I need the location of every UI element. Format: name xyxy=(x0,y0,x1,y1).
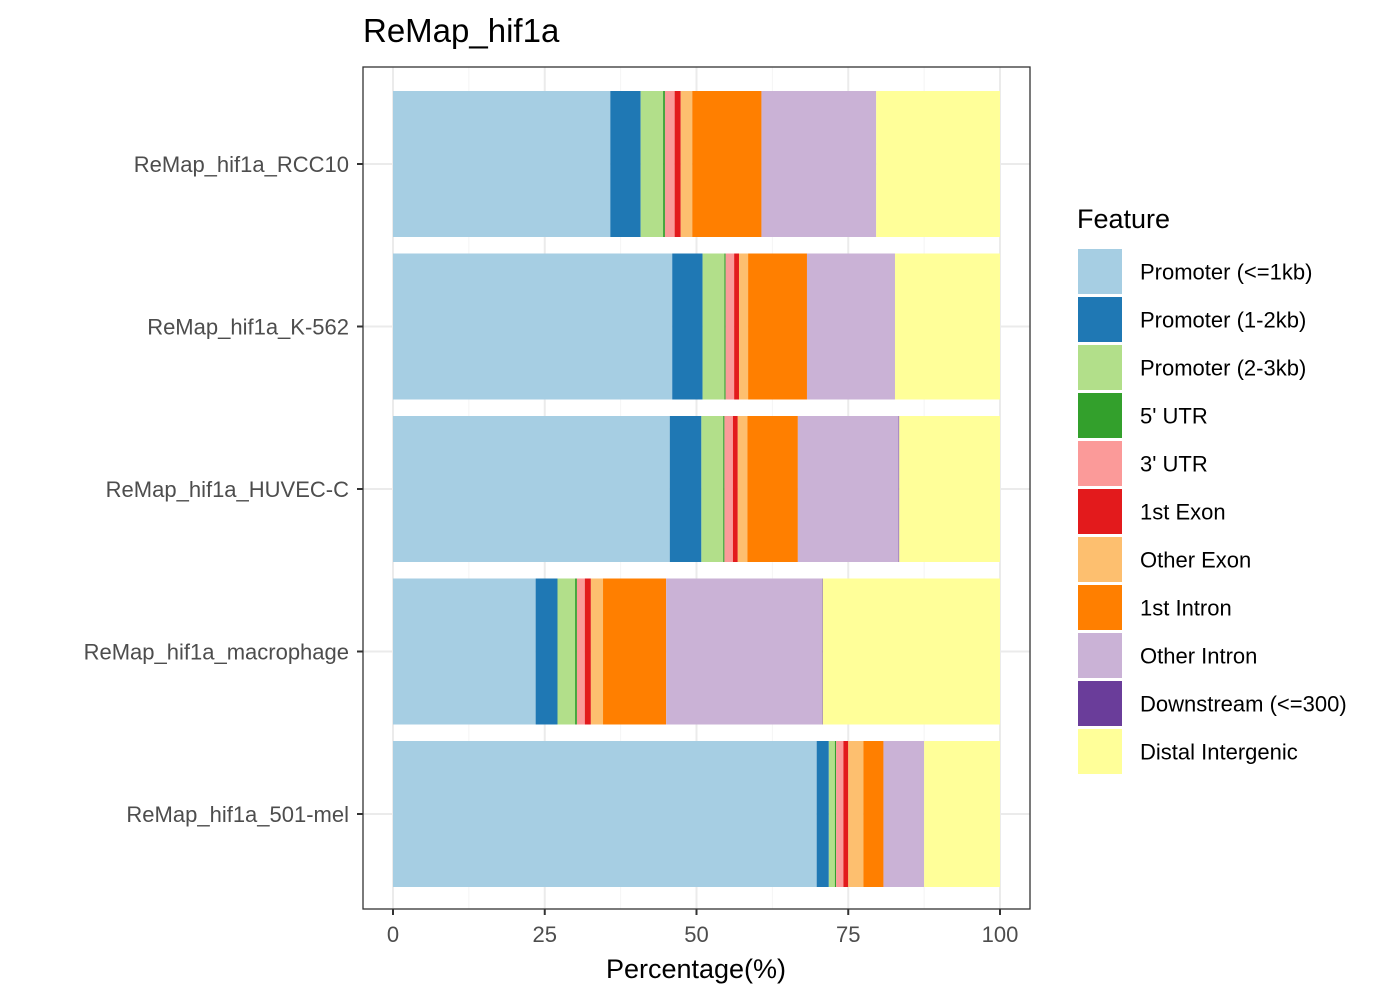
bar-segment xyxy=(723,416,725,562)
x-tick-label: 50 xyxy=(684,922,708,947)
bar-segment xyxy=(747,416,798,562)
bar-segment xyxy=(557,578,576,725)
y-tick-label: ReMap_hif1a_HUVEC-C xyxy=(106,477,349,502)
bar-segment xyxy=(393,741,817,887)
bar-segment xyxy=(692,91,762,237)
bar-segment xyxy=(843,741,849,887)
bar-segment xyxy=(876,91,1000,237)
bar-segment xyxy=(669,416,702,562)
bar-segment xyxy=(761,91,877,237)
bar-segment xyxy=(797,416,899,562)
bar-segment xyxy=(603,578,667,725)
bar-segment xyxy=(828,741,835,887)
legend-label: 1st Exon xyxy=(1140,500,1226,525)
legend-label: Promoter (2-3kb) xyxy=(1140,356,1306,381)
legend-key xyxy=(1078,393,1122,438)
bar-segment xyxy=(393,253,673,400)
bar-segment xyxy=(898,416,900,562)
bar-segment xyxy=(883,741,925,887)
legend-key xyxy=(1078,729,1122,774)
bar-segment xyxy=(863,741,884,887)
legend: Feature Promoter (<=1kb) Promoter (1-2kb)… xyxy=(1077,204,1347,774)
bar-segment xyxy=(725,253,735,400)
bar-segment xyxy=(664,91,675,237)
bar-segment xyxy=(393,578,536,725)
legend-key xyxy=(1078,489,1122,534)
legend-label: 5' UTR xyxy=(1140,404,1208,429)
bar-segment xyxy=(640,91,664,237)
legend-key xyxy=(1078,345,1122,390)
legend-label: Other Intron xyxy=(1140,644,1257,669)
bar-segment xyxy=(393,91,611,237)
bar-segment xyxy=(584,578,591,725)
bar-segment xyxy=(674,91,681,237)
bar-segment xyxy=(701,416,724,562)
legend-key xyxy=(1078,441,1122,486)
y-tick-label: ReMap_hif1a_K-562 xyxy=(147,315,349,340)
legend-key xyxy=(1078,297,1122,342)
legend-key xyxy=(1078,249,1122,294)
x-tick-label: 100 xyxy=(982,922,1019,947)
legend-key xyxy=(1078,633,1122,678)
bar-segment xyxy=(672,253,703,400)
legend-label: Other Exon xyxy=(1140,548,1251,573)
x-tick-label: 75 xyxy=(836,922,860,947)
bar-segment xyxy=(822,578,1000,725)
legend-label: 3' UTR xyxy=(1140,452,1208,477)
chart-title: ReMap_hif1a xyxy=(363,12,560,49)
bar-segment xyxy=(535,578,558,725)
bar-segment xyxy=(899,416,1000,562)
bar-segment xyxy=(924,741,1000,887)
bar-segment xyxy=(680,91,693,237)
legend-label: Promoter (<=1kb) xyxy=(1140,260,1312,285)
legend-key xyxy=(1078,681,1122,726)
bar-segment xyxy=(724,253,726,400)
bar-segment xyxy=(732,416,738,562)
bar-segment xyxy=(724,416,733,562)
bar-segment xyxy=(806,253,895,400)
bar-segment xyxy=(748,253,807,400)
bar-segment xyxy=(702,253,725,400)
x-axis-title: Percentage(%) xyxy=(606,954,786,984)
y-tick-label: ReMap_hif1a_macrophage xyxy=(84,640,349,665)
x-tick-label: 0 xyxy=(387,922,399,947)
legend-label: 1st Intron xyxy=(1140,596,1232,621)
bar-segment xyxy=(663,91,665,237)
legend-key xyxy=(1078,585,1122,630)
y-tick-label: ReMap_hif1a_501-mel xyxy=(126,802,349,827)
y-axis: ReMap_hif1a_RCC10 ReMap_hif1a_K-562 ReMap_… xyxy=(84,152,363,827)
x-axis: 0 25 50 75 100 xyxy=(387,909,1018,947)
bar-segment xyxy=(590,578,604,725)
bar-segment xyxy=(734,253,739,400)
bars-group xyxy=(393,91,1000,887)
legend-label: Downstream (<=300) xyxy=(1140,692,1347,717)
bar-segment xyxy=(834,741,837,887)
bar-segment xyxy=(816,741,829,887)
x-tick-label: 25 xyxy=(533,922,557,947)
bar-segment xyxy=(822,578,823,725)
legend-label: Distal Intergenic xyxy=(1140,740,1298,765)
bar-segment xyxy=(894,253,1000,400)
legend-key xyxy=(1078,537,1122,582)
y-tick-label: ReMap_hif1a_RCC10 xyxy=(134,152,349,177)
bar-segment xyxy=(576,578,585,725)
bar-segment xyxy=(393,416,670,562)
bar-segment xyxy=(575,578,577,725)
bar-segment xyxy=(737,416,748,562)
legend-title: Feature xyxy=(1077,204,1170,234)
bar-segment xyxy=(836,741,844,887)
bar-segment xyxy=(738,253,749,400)
legend-label: Promoter (1-2kb) xyxy=(1140,308,1306,333)
bar-segment xyxy=(610,91,641,237)
bar-segment xyxy=(666,578,823,725)
bar-segment xyxy=(848,741,864,887)
